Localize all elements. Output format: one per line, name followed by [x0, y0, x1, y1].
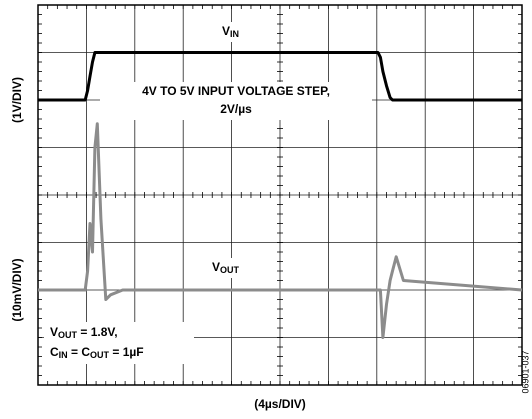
annotation: VIN: [222, 24, 239, 39]
figure-code: 06901-037: [520, 350, 530, 393]
label-bg: [100, 82, 372, 120]
annotation: VOUT: [212, 260, 240, 275]
subscript: IN: [230, 29, 239, 39]
annotation-part: V: [50, 325, 58, 339]
y2-axis-label: (10mV/DIV): [10, 258, 24, 321]
annotation: CIN = COUT = 1µF: [50, 345, 144, 360]
subscript: IN: [59, 350, 68, 360]
trace-line: [38, 51, 522, 102]
annotation-part: = 1µF: [109, 345, 144, 359]
annotation: 2V/µs: [220, 102, 252, 116]
trace-line: [38, 122, 523, 339]
y-axis-label: (1V/DIV): [10, 77, 24, 123]
annotation-part: V: [222, 24, 230, 38]
plot-frame: [37, 4, 523, 386]
annotation-part: V: [212, 260, 220, 274]
annotation: VOUT = 1.8V,: [50, 325, 118, 340]
subscript: OUT: [58, 330, 78, 340]
subscript: OUT: [90, 350, 110, 360]
annotation-part: = 1.8V,: [77, 325, 118, 339]
annotation-part: C: [50, 345, 59, 359]
x-axis-label: (4µs/DIV): [254, 397, 306, 411]
label-bg: [44, 322, 194, 364]
annotation-part: = C: [68, 345, 91, 359]
label-bg: [208, 258, 256, 278]
subscript: OUT: [220, 265, 240, 275]
annotation: 4V TO 5V INPUT VOLTAGE STEP,: [142, 84, 330, 98]
label-bg: [215, 22, 251, 42]
